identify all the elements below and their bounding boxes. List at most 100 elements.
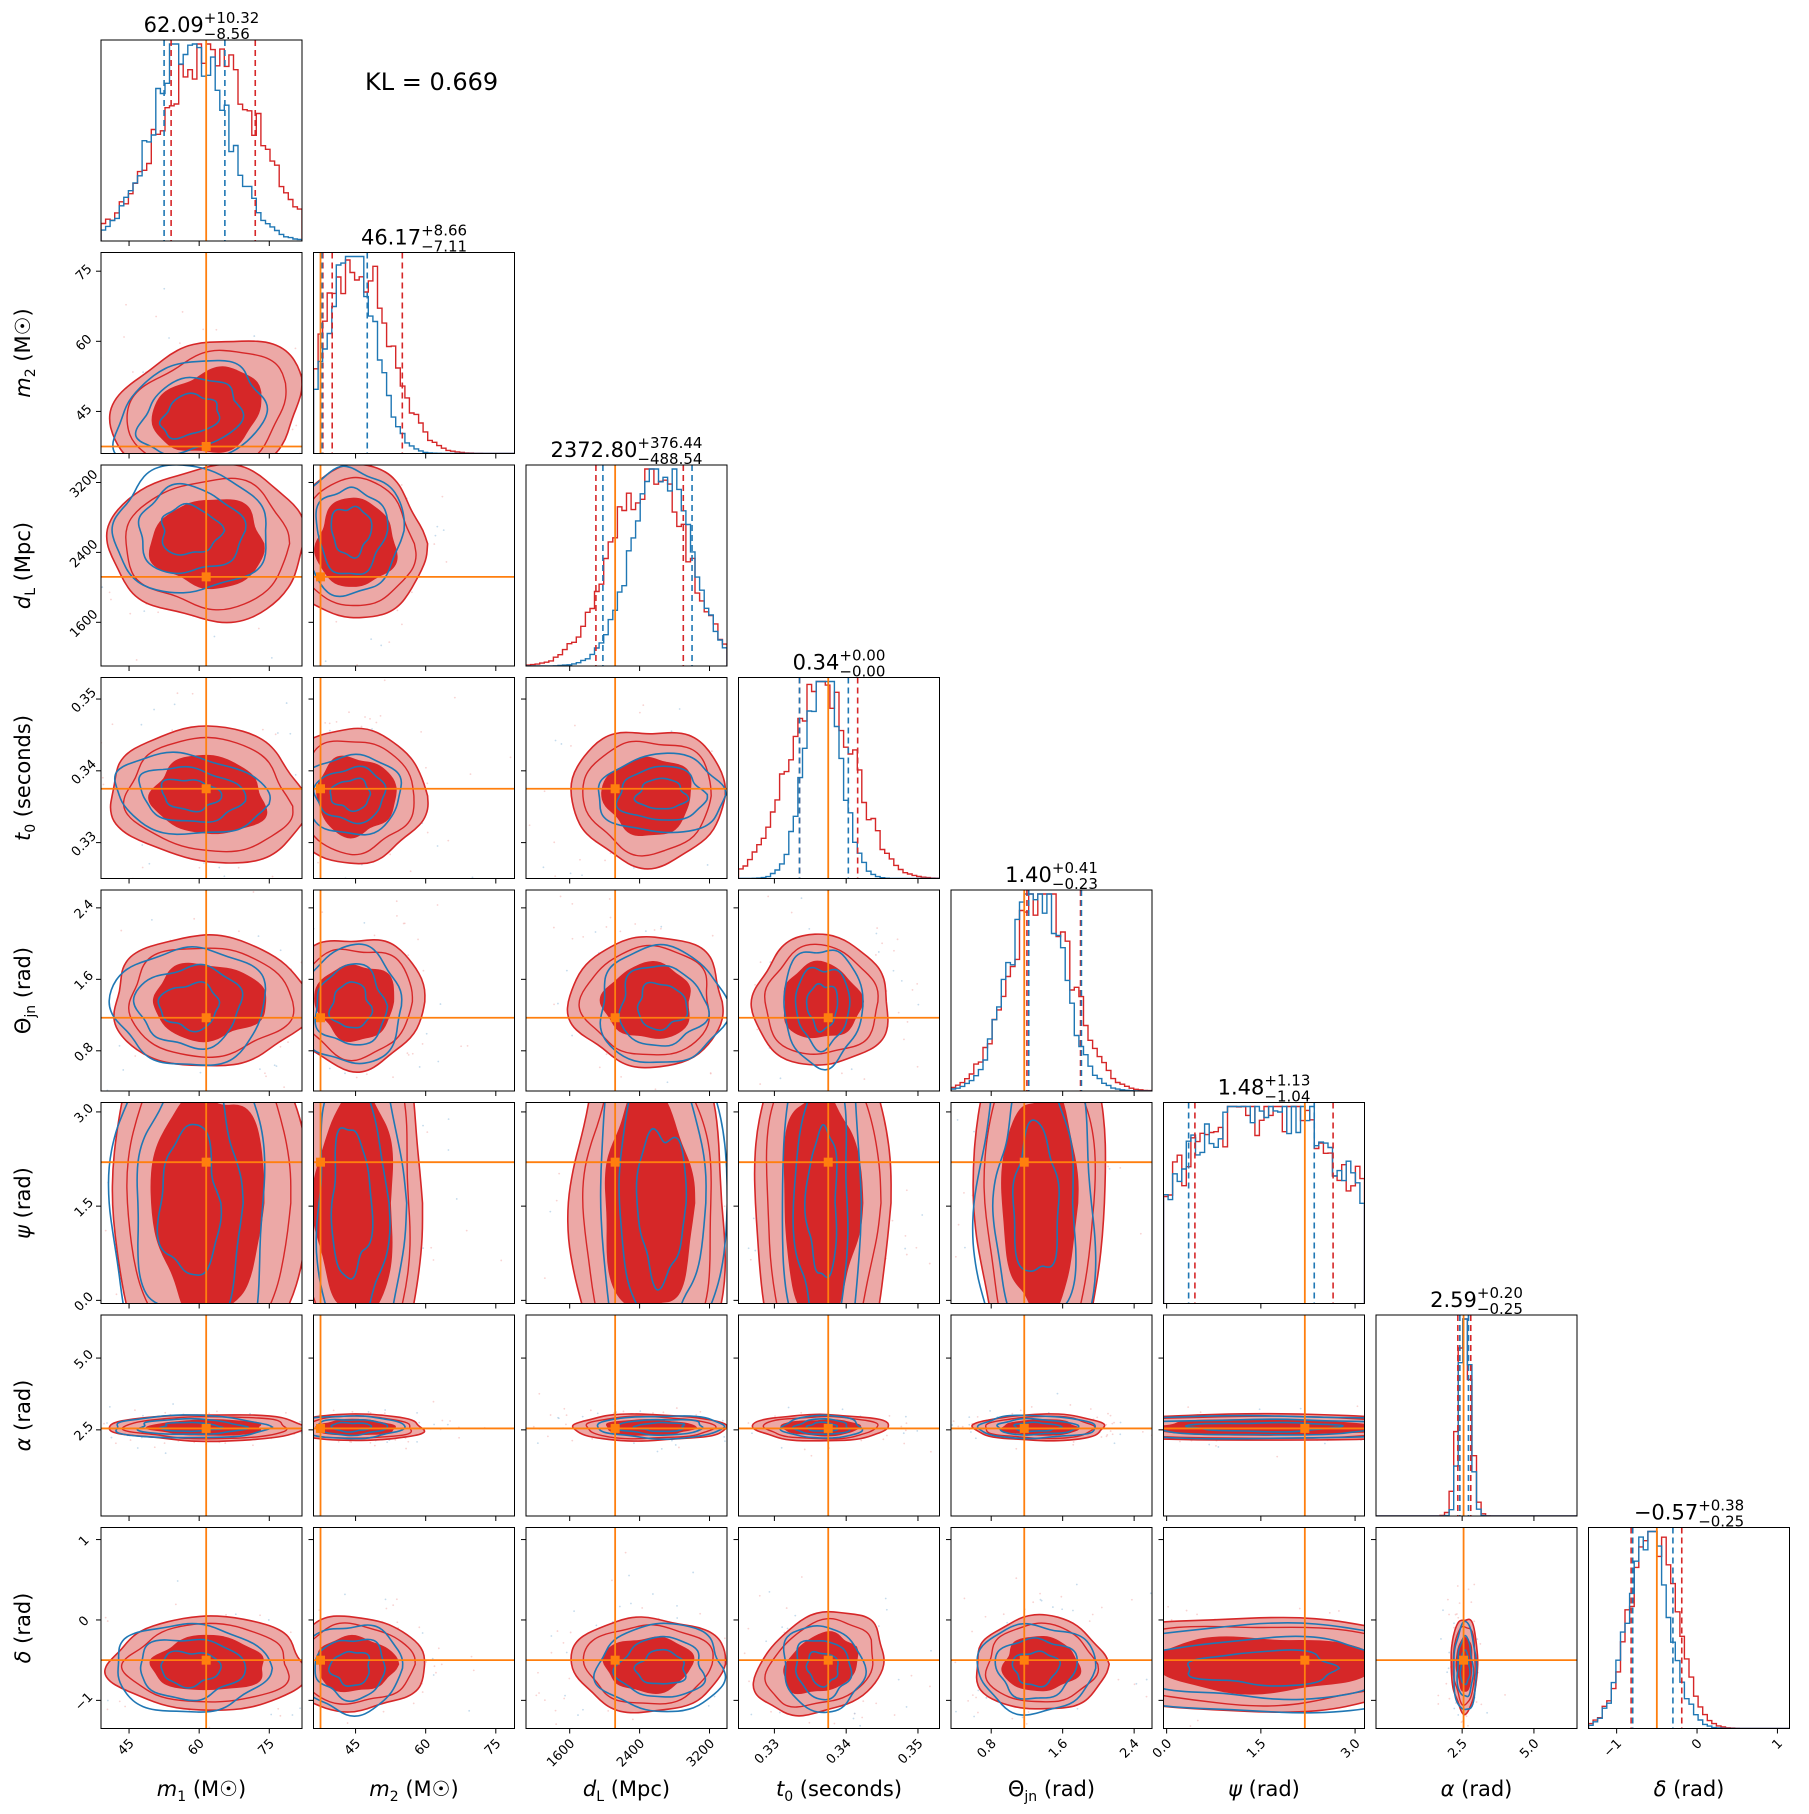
scatter-point — [118, 1044, 121, 1047]
scatter-point — [287, 643, 289, 645]
scatter-point — [440, 1663, 443, 1666]
scatter-point — [1160, 1427, 1162, 1429]
label-part: (M☉) — [186, 1777, 246, 1801]
scatter-point — [1072, 1609, 1074, 1612]
scatter-point — [846, 1371, 848, 1373]
scatter-point — [810, 1454, 813, 1457]
scatter-point — [363, 921, 366, 924]
scatter-point — [252, 1766, 254, 1768]
scatter-point — [783, 1081, 785, 1083]
scatter-point — [951, 1424, 954, 1426]
scatter-point — [973, 1130, 975, 1133]
scatter-point — [509, 756, 512, 759]
scatter-point — [716, 1082, 718, 1084]
scatter-point — [1060, 1595, 1063, 1598]
scatter-point — [1105, 1423, 1108, 1426]
scatter-point — [968, 1416, 971, 1419]
scatter-point — [134, 1409, 136, 1412]
scatter-point — [344, 1320, 346, 1322]
scatter-point — [1391, 1424, 1393, 1426]
scatter-point — [1457, 1714, 1460, 1716]
scatter-point — [1056, 1392, 1059, 1395]
scatter-point — [713, 1695, 716, 1698]
scatter-point — [1446, 1598, 1449, 1601]
scatter-point — [1021, 1735, 1023, 1737]
scatter-point — [803, 1448, 806, 1451]
label-part: (rad) — [1666, 1777, 1724, 1801]
scatter-point — [1179, 1440, 1181, 1443]
xtick-label-m1: 75 — [255, 1736, 277, 1758]
title-sup-dL: +376.44 — [637, 434, 702, 452]
scatter-point — [257, 935, 260, 938]
scatter-point — [55, 981, 57, 983]
ytick-label-dL: 3200 — [67, 467, 101, 501]
ytick-label-t0: 0.34 — [69, 757, 100, 788]
scatter-point — [1416, 1428, 1418, 1430]
scatter-point — [265, 1075, 267, 1078]
scatter-point — [702, 943, 704, 945]
scatter-point — [123, 477, 125, 479]
scatter-point — [992, 1077, 994, 1079]
scatter-point — [723, 1436, 726, 1438]
scatter-point — [559, 895, 562, 898]
scatter-point — [416, 1411, 418, 1414]
scatter-point — [1053, 1562, 1055, 1564]
scatter-point — [369, 1441, 372, 1444]
truth-marker — [316, 784, 326, 794]
scatter-point — [1119, 1421, 1122, 1424]
scatter-point — [709, 1072, 712, 1074]
scatter-point — [656, 1450, 659, 1453]
scatter-point — [453, 696, 456, 699]
scatter-point — [403, 883, 405, 885]
contour-a-mid — [313, 948, 414, 1062]
scatter-point — [152, 479, 154, 481]
scatter-point — [55, 589, 57, 591]
scatter-point — [392, 1604, 395, 1607]
panel-frame — [313, 464, 515, 667]
scatter-point — [840, 1341, 842, 1343]
scatter-point — [164, 1452, 167, 1455]
panel-frame — [738, 889, 940, 1092]
diag-frame-m1 — [100, 39, 303, 242]
scatter-point — [1105, 1435, 1108, 1438]
scatter-point — [1011, 1412, 1014, 1415]
panel-theta-alpha — [950, 1314, 1153, 1517]
x-axis-label-alpha: α (rad) — [1441, 1777, 1513, 1801]
scatter-point — [592, 1309, 594, 1311]
scatter-point — [152, 1086, 154, 1088]
scatter-point — [952, 1420, 955, 1423]
scatter-point — [111, 723, 114, 726]
scatter-point — [678, 708, 681, 710]
scatter-point — [1109, 1435, 1111, 1437]
scatter-point — [1139, 1232, 1142, 1235]
contour-b-mid — [618, 1102, 707, 1304]
truth-marker — [823, 1655, 833, 1665]
scatter-point — [135, 670, 137, 672]
scatter-point — [492, 1083, 494, 1085]
scatter-point — [1073, 1741, 1075, 1743]
scatter-point — [1415, 1431, 1417, 1433]
scatter-point — [440, 993, 442, 995]
scatter-point — [1068, 1305, 1070, 1307]
xtick-label-m1: 45 — [115, 1736, 137, 1758]
scatter-point — [309, 1629, 311, 1631]
panel-content — [287, 465, 515, 666]
contour-a-inner — [604, 1102, 696, 1304]
contour-a-mid — [120, 1622, 290, 1703]
panel-frame — [950, 1314, 1153, 1517]
hist-series-b-alpha — [1376, 1318, 1577, 1516]
scatter-point — [292, 1618, 294, 1620]
contour-a-mid — [313, 476, 417, 607]
scatter-point — [300, 956, 302, 958]
scatter-point — [1081, 1711, 1083, 1713]
truth-marker — [610, 1013, 620, 1023]
scatter-point — [283, 1629, 285, 1631]
scatter-point — [781, 1626, 784, 1629]
scatter-point — [304, 1426, 306, 1428]
scatter-point — [163, 287, 166, 290]
scatter-point — [200, 1098, 202, 1100]
scatter-point — [655, 1530, 657, 1532]
scatter-point — [538, 1692, 540, 1694]
scatter-point — [739, 1505, 741, 1507]
panel-content — [526, 1527, 727, 1729]
